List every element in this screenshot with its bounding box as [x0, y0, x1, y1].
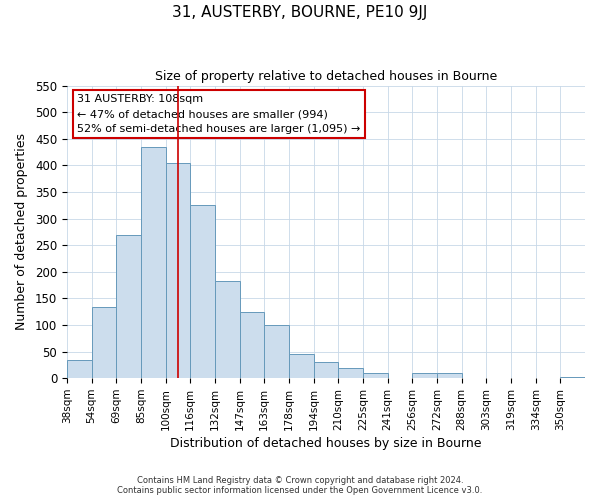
Bar	[190, 206, 215, 378]
Y-axis label: Number of detached properties: Number of detached properties	[15, 134, 28, 330]
Bar	[67, 360, 92, 378]
Bar	[437, 373, 461, 378]
Bar	[116, 234, 141, 378]
Bar	[412, 373, 437, 378]
Bar	[215, 281, 239, 378]
Bar	[338, 368, 363, 378]
Text: Contains HM Land Registry data © Crown copyright and database right 2024.
Contai: Contains HM Land Registry data © Crown c…	[118, 476, 482, 495]
X-axis label: Distribution of detached houses by size in Bourne: Distribution of detached houses by size …	[170, 437, 482, 450]
Text: 31 AUSTERBY: 108sqm
← 47% of detached houses are smaller (994)
52% of semi-detac: 31 AUSTERBY: 108sqm ← 47% of detached ho…	[77, 94, 361, 134]
Bar	[166, 162, 190, 378]
Text: 31, AUSTERBY, BOURNE, PE10 9JJ: 31, AUSTERBY, BOURNE, PE10 9JJ	[172, 5, 428, 20]
Bar	[560, 376, 585, 378]
Bar	[239, 312, 264, 378]
Bar	[92, 308, 116, 378]
Bar	[363, 373, 388, 378]
Bar	[264, 325, 289, 378]
Title: Size of property relative to detached houses in Bourne: Size of property relative to detached ho…	[155, 70, 497, 83]
Bar	[314, 362, 338, 378]
Bar	[141, 146, 166, 378]
Bar	[289, 354, 314, 378]
